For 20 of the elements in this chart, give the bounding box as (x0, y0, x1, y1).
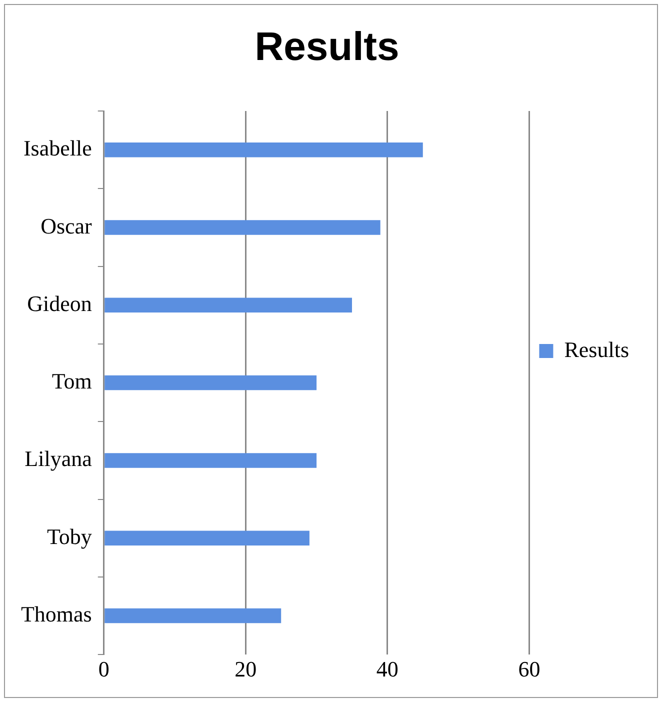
bar (104, 608, 282, 624)
y-tick-label: Thomas (20, 602, 92, 627)
x-tick-label: 0 (98, 656, 110, 682)
x-tick-label: 60 (518, 656, 540, 682)
bar (104, 142, 423, 158)
y-tick-label: Isabelle (23, 136, 92, 161)
bar (104, 530, 310, 546)
bar (104, 220, 380, 235)
x-tick-label: 40 (376, 656, 398, 682)
y-tick-label: Gideon (27, 290, 92, 316)
bar (104, 453, 317, 468)
bar (104, 298, 352, 313)
legend-label: Results (564, 336, 630, 362)
y-tick-label: Toby (46, 524, 92, 549)
chart-title: Results (254, 25, 400, 70)
y-tick-label: Tom (52, 368, 92, 394)
y-tick-label: Oscar (40, 213, 93, 238)
bar (104, 375, 317, 390)
y-tick-label: Lilyana (24, 446, 92, 472)
x-tick-label: 20 (234, 656, 257, 682)
